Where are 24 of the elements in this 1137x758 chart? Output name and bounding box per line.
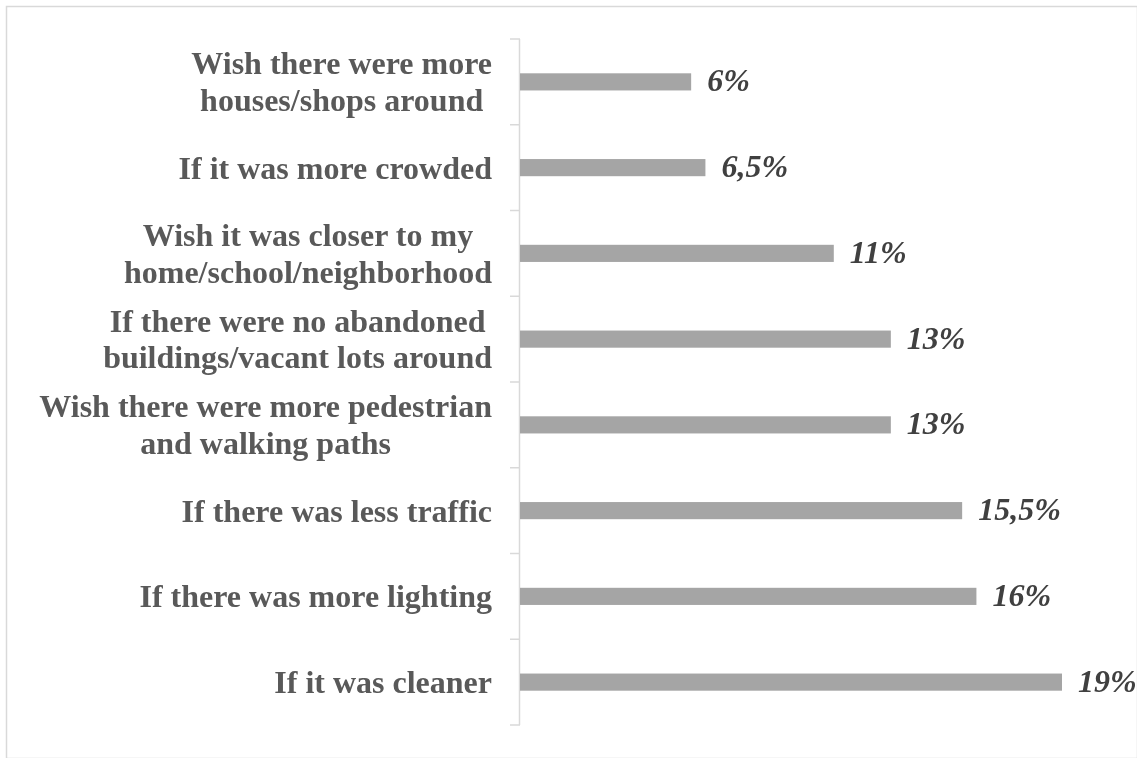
data-label: 11% (849, 233, 907, 270)
bar (520, 330, 891, 348)
y-tick-label: If it was cleaner (274, 664, 492, 701)
y-tick-label: If it was more crowded (178, 149, 493, 186)
data-label: 6% (707, 62, 750, 99)
bar (520, 416, 891, 434)
data-label: 13% (906, 405, 966, 442)
bar (520, 673, 1062, 691)
bar (520, 587, 977, 605)
y-tick-label: Wish there were more pedestrian and walking paths (39, 388, 493, 462)
y-tick-label: Wish it was closer to my home/school/neighborhood (123, 216, 493, 290)
bar (520, 159, 706, 177)
y-tick-label: If there was less traffic (181, 492, 492, 529)
data-label: 15,5% (978, 491, 1061, 528)
y-tick-label: If there were no abandoned buildings/vacant lots around (103, 302, 493, 376)
y-tick-label: Wish there were more houses/shops around (191, 45, 492, 119)
bar (520, 73, 692, 91)
data-label: 19% (1078, 662, 1137, 699)
y-tick-label: If there was more lighting (139, 578, 492, 615)
bar (520, 502, 963, 520)
data-label: 13% (906, 319, 966, 356)
data-label: 16% (992, 576, 1052, 613)
data-label: 6,5% (721, 148, 789, 185)
bar (520, 244, 834, 262)
